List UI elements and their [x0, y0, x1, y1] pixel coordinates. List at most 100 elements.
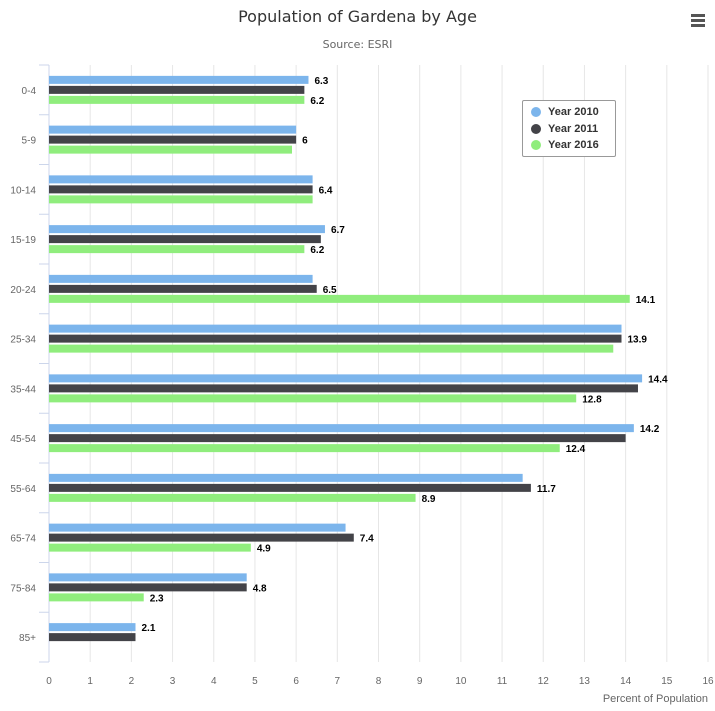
bar	[49, 374, 643, 383]
bar	[49, 85, 305, 94]
bar	[49, 175, 313, 184]
bar	[49, 543, 251, 552]
x-tick-label: 4	[211, 676, 217, 687]
data-label: 8.9	[422, 494, 436, 505]
hamburger-menu-icon[interactable]	[691, 14, 705, 29]
data-label: 2.1	[141, 623, 155, 634]
bar	[49, 284, 317, 293]
bar	[49, 493, 416, 502]
data-label: 6.7	[331, 225, 345, 236]
bar	[49, 533, 354, 542]
category-label: 25-34	[10, 335, 36, 346]
data-label: 6.2	[310, 96, 324, 107]
legend-label: Year 2011	[548, 122, 599, 135]
x-tick-label: 1	[87, 676, 93, 687]
x-tick-label: 8	[376, 676, 382, 687]
x-tick-label: 11	[497, 676, 508, 687]
data-label: 14.1	[636, 295, 656, 306]
data-label: 11.7	[537, 484, 556, 495]
data-label: 14.4	[648, 374, 668, 385]
bar	[49, 583, 247, 592]
bar	[49, 225, 325, 234]
x-tick-label: 2	[129, 676, 135, 687]
data-label: 6.4	[319, 185, 333, 196]
bar	[49, 334, 622, 343]
legend-item-2011[interactable]: Year 2011	[531, 121, 615, 138]
bar	[49, 195, 313, 204]
category-label: 10-14	[10, 185, 36, 196]
data-label: 4.8	[253, 583, 267, 594]
bar	[49, 593, 144, 602]
axis-title: Percent of Population	[603, 693, 708, 705]
chart-title: Population of Gardena by Age	[238, 7, 477, 26]
data-label: 6.5	[323, 285, 337, 296]
bar	[49, 384, 638, 393]
legend-item-2016[interactable]: Year 2016	[531, 137, 615, 154]
x-tick-label: 15	[661, 676, 673, 687]
bar	[49, 434, 626, 443]
legend-label: Year 2016	[548, 139, 599, 152]
bar	[49, 185, 313, 194]
data-label: 7.4	[360, 534, 374, 545]
bar	[49, 633, 136, 642]
legend-marker	[531, 107, 541, 118]
data-label: 14.2	[640, 424, 660, 435]
data-label: 13.9	[628, 335, 648, 346]
data-label: 12.8	[582, 394, 602, 405]
bar	[49, 245, 305, 254]
legend-marker	[531, 123, 541, 134]
category-label: 20-24	[10, 285, 36, 296]
data-label: 4.9	[257, 544, 271, 555]
bar	[49, 573, 247, 582]
x-tick-label: 0	[46, 676, 52, 687]
category-label: 45-54	[10, 434, 36, 445]
category-label: 85+	[19, 633, 36, 644]
category-label: 75-84	[10, 583, 36, 594]
bar	[49, 483, 531, 492]
bar	[49, 444, 560, 453]
x-tick-label: 14	[620, 676, 632, 687]
x-tick-label: 6	[293, 676, 299, 687]
bar	[49, 274, 313, 283]
legend-marker	[531, 140, 541, 151]
bar	[49, 125, 297, 134]
data-label: 6.2	[310, 245, 324, 256]
category-label: 65-74	[10, 534, 36, 545]
x-tick-label: 5	[252, 676, 258, 687]
legend: Year 2010 Year 2011 Year 2016	[522, 100, 616, 157]
x-tick-label: 7	[335, 676, 341, 687]
x-tick-label: 12	[538, 676, 550, 687]
bar	[49, 135, 297, 144]
bar	[49, 523, 346, 532]
x-tick-label: 13	[579, 676, 591, 687]
data-label: 6	[302, 136, 308, 147]
bar	[49, 424, 634, 433]
bar	[49, 324, 622, 333]
x-tick-label: 9	[417, 676, 423, 687]
bar	[49, 235, 321, 244]
bar	[49, 344, 614, 353]
bar	[49, 294, 630, 303]
x-tick-label: 16	[702, 676, 714, 687]
category-label: 15-19	[10, 235, 36, 246]
x-tick-label: 3	[170, 676, 176, 687]
bar	[49, 95, 305, 104]
category-label: 0-4	[22, 86, 37, 97]
category-label: 5-9	[22, 136, 37, 147]
legend-label: Year 2010	[548, 106, 599, 119]
bar	[49, 75, 309, 84]
legend-item-2010[interactable]: Year 2010	[531, 104, 615, 121]
x-tick-label: 10	[455, 676, 467, 687]
category-label: 35-44	[10, 384, 36, 395]
bar	[49, 145, 293, 154]
data-label: 6.3	[314, 76, 328, 87]
data-label: 2.3	[150, 593, 164, 604]
chart-subtitle: Source: ESRI	[322, 38, 393, 51]
bar	[49, 394, 577, 403]
data-label: 12.4	[566, 444, 586, 455]
category-label: 55-64	[10, 484, 36, 495]
bar	[49, 623, 136, 632]
bar	[49, 473, 523, 482]
